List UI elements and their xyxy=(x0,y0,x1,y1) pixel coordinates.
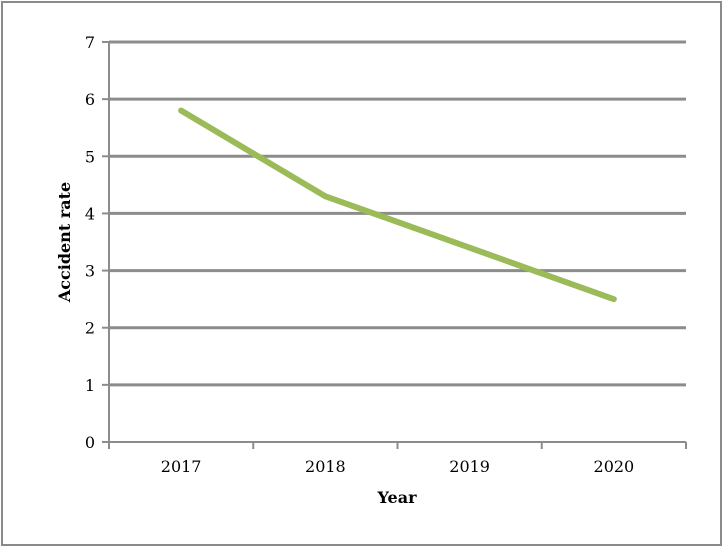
x-tick-label: 2018 xyxy=(305,457,346,476)
y-tick-label: 5 xyxy=(85,147,95,166)
y-tick-label: 2 xyxy=(85,319,95,338)
x-tick-label: 2017 xyxy=(161,457,202,476)
y-tick-label: 0 xyxy=(85,433,95,452)
y-axis-title: Accident rate xyxy=(55,182,74,303)
gridlines xyxy=(109,40,686,387)
y-tick-label: 7 xyxy=(85,33,95,52)
y-tick-label: 3 xyxy=(85,262,95,281)
y-tick-label: 4 xyxy=(85,204,95,223)
y-tick-label: 1 xyxy=(85,376,95,395)
series-group xyxy=(178,107,617,303)
axes xyxy=(102,41,687,449)
x-tick-label: 2019 xyxy=(449,457,490,476)
y-tick-label: 6 xyxy=(85,90,95,109)
x-tick-label: 2020 xyxy=(594,457,635,476)
x-axis-title: Year xyxy=(376,488,417,507)
series-line xyxy=(178,107,617,303)
y-tick-labels: 0 1 2 3 4 5 6 7 xyxy=(85,33,95,452)
x-tick-labels: 2017 2018 2019 2020 xyxy=(161,457,634,476)
